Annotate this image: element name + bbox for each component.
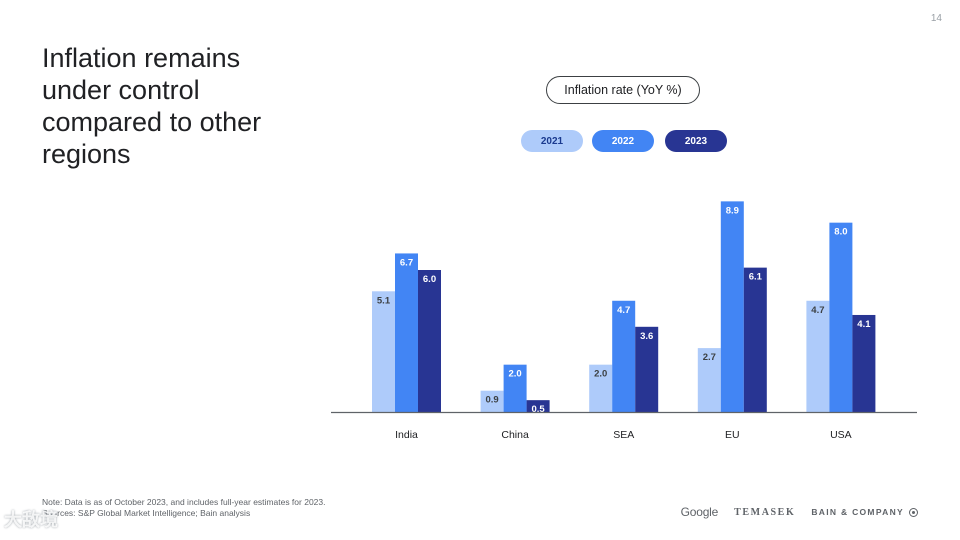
- bar-sea-2021: [589, 364, 613, 412]
- bar-china-2022: [503, 364, 527, 412]
- data-label-usa-2021: 4.7: [811, 305, 824, 316]
- footnote-note: Note: Data is as of October 2023, and in…: [42, 497, 326, 507]
- bar-india-2022: [395, 253, 418, 412]
- bar-sea-2023: [635, 326, 659, 412]
- bar-china-2023: [526, 400, 550, 412]
- bain-logo-text: BAIN & COMPANY: [811, 507, 904, 517]
- bar-india-2023: [418, 270, 441, 412]
- chart-label-pill: Inflation rate (YoY %): [546, 76, 700, 104]
- page-number: 14: [930, 13, 942, 24]
- google-logo: Google: [680, 505, 719, 519]
- data-label-usa-2022: 8.0: [834, 227, 847, 238]
- bar-india-2021: [372, 291, 395, 412]
- data-label-sea-2021: 2.0: [594, 369, 607, 380]
- temasek-logo: TEMASEK: [734, 506, 796, 518]
- data-label-china-2022: 2.0: [508, 369, 521, 380]
- x-tick-label: SEA: [613, 429, 634, 441]
- bar-usa-2022: [829, 222, 853, 412]
- data-label-sea-2022: 4.7: [617, 305, 630, 316]
- watermark: 大敌境: [4, 510, 58, 530]
- data-label-sea-2023: 3.6: [640, 331, 653, 342]
- legend-item-2021: 2021: [521, 130, 583, 152]
- x-tick-label: EU: [725, 429, 740, 441]
- bar-eu-2022: [720, 201, 744, 412]
- data-label-china-2023: 0.5: [531, 404, 545, 415]
- data-label-eu-2023: 6.1: [749, 272, 763, 283]
- data-label-india-2022: 6.7: [400, 257, 413, 268]
- data-label-india-2023: 6.0: [423, 274, 436, 285]
- footnote: Note: Data is as of October 2023, and in…: [42, 497, 325, 519]
- partner-logos: Google TEMASEK BAIN & COMPANY: [681, 505, 918, 519]
- chart-legend: 2021 2022 2023: [0, 130, 960, 152]
- bar-china-2021: [480, 390, 504, 412]
- data-label-eu-2022: 8.9: [726, 205, 739, 216]
- x-tick-label: India: [395, 429, 418, 441]
- data-label-eu-2021: 2.7: [703, 352, 716, 363]
- bar-eu-2021: [697, 348, 721, 412]
- bar-sea-2022: [612, 300, 636, 412]
- bain-circle-icon: [909, 507, 918, 517]
- data-label-china-2021: 0.9: [485, 395, 498, 406]
- x-tick-label: China: [501, 429, 529, 441]
- bar-eu-2023: [743, 267, 767, 412]
- bar-usa-2023: [852, 314, 876, 412]
- slide-title: Inflation remains under control compared…: [42, 43, 262, 169]
- data-label-usa-2023: 4.1: [857, 319, 871, 330]
- legend-item-2023: 2023: [665, 130, 727, 152]
- data-label-india-2021: 5.1: [377, 295, 391, 306]
- bar-usa-2021: [806, 300, 830, 412]
- x-tick-label: USA: [830, 429, 852, 441]
- bain-logo: BAIN & COMPANY: [811, 507, 918, 517]
- footnote-sources: Sources: S&P Global Market Intelligence;…: [42, 508, 251, 518]
- legend-item-2022: 2022: [592, 130, 654, 152]
